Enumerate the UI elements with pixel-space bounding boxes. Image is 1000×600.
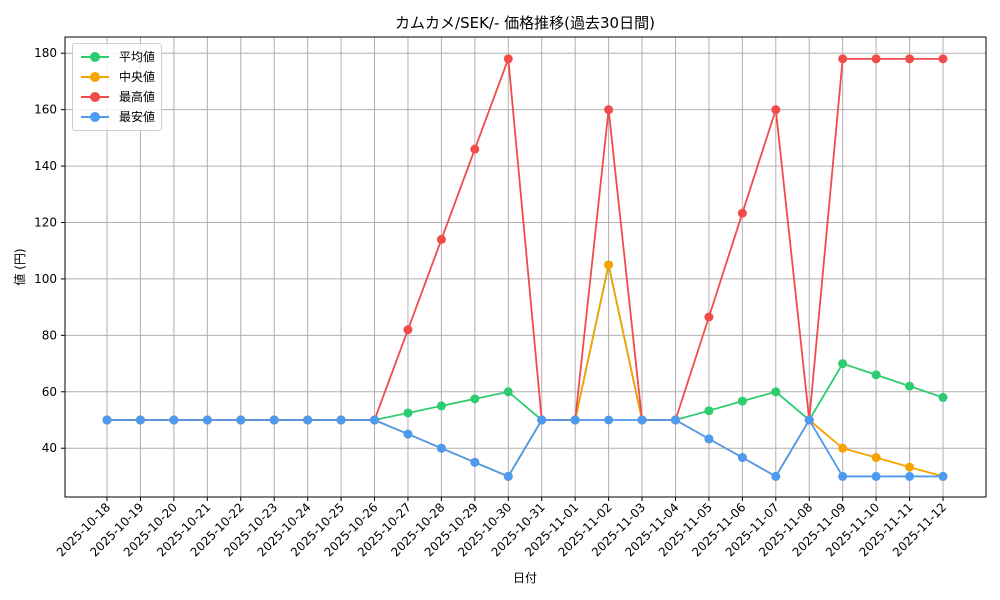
data-point [771, 471, 781, 481]
data-point [403, 408, 413, 418]
series-line [107, 418, 943, 478]
data-point [771, 105, 781, 115]
legend-label: 平均値 [119, 50, 156, 64]
data-point [503, 387, 513, 397]
y-tick-label: 100 [34, 272, 57, 286]
legend: 平均値中央値最高値最安値 [72, 43, 162, 131]
legend-label: 中央値 [119, 70, 156, 84]
data-point [403, 325, 413, 335]
legend-marker-icon [90, 72, 100, 82]
data-point [905, 54, 915, 64]
data-point [503, 54, 513, 64]
data-point [938, 471, 948, 481]
data-point [570, 415, 580, 425]
y-tick-label: 80 [42, 328, 57, 342]
series-line [107, 57, 943, 421]
chart-title: カムカメ/SEK/- 価格推移(過去30日間) [395, 14, 655, 32]
data-point [838, 359, 848, 369]
data-point [436, 401, 446, 411]
y-axis: 40 60 80 100 120 140 160 180 [34, 46, 65, 455]
data-point [436, 443, 446, 453]
data-point [303, 415, 313, 425]
data-point [838, 443, 848, 453]
series-line [107, 264, 944, 422]
legend-marker-icon [90, 112, 100, 122]
data-point [604, 260, 614, 270]
y-axis-label: 値 (円) [12, 248, 27, 285]
grid-lines [65, 37, 986, 497]
legend-label: 最安値 [119, 110, 156, 124]
series-line [107, 264, 944, 478]
data-point [704, 434, 714, 444]
data-point [938, 392, 948, 402]
data-point [871, 54, 881, 64]
legend-item: 最安値 [79, 108, 159, 126]
y-tick-label: 60 [42, 385, 57, 399]
y-tick-label: 160 [34, 103, 57, 117]
data-point [604, 105, 614, 115]
data-point [871, 370, 881, 380]
data-point [737, 208, 747, 218]
data-point [871, 453, 881, 463]
data-point [470, 457, 480, 467]
data-point [905, 462, 915, 472]
plot-frame [64, 36, 987, 498]
y-tick-label: 120 [34, 216, 57, 230]
data-point [436, 234, 446, 244]
x-axis-label: 日付 [513, 571, 537, 585]
legend-item: 平均値 [79, 48, 159, 66]
data-point [403, 429, 413, 439]
data-point [905, 381, 915, 391]
data-point [169, 415, 179, 425]
data-point [771, 387, 781, 397]
data-point [202, 415, 212, 425]
legend-label: 最高値 [119, 90, 156, 104]
data-point [236, 415, 246, 425]
series-lines [102, 54, 948, 481]
data-point [905, 471, 915, 481]
data-point [370, 415, 380, 425]
data-point [604, 415, 614, 425]
y-tick-label: 180 [34, 46, 57, 60]
data-point [838, 471, 848, 481]
data-point [704, 406, 714, 416]
y-tick-label: 140 [34, 159, 57, 173]
data-point [102, 415, 112, 425]
data-point [804, 415, 814, 425]
data-point [871, 471, 881, 481]
data-point [670, 415, 680, 425]
data-point [737, 396, 747, 406]
data-point [737, 453, 747, 463]
x-axis: 2025-10-182025-10-192025-10-202025-10-21… [54, 497, 949, 559]
data-point [135, 415, 145, 425]
data-point [470, 394, 480, 404]
data-point [637, 415, 647, 425]
data-point [336, 415, 346, 425]
legend-item: 中央値 [79, 68, 159, 86]
data-point [503, 471, 513, 481]
y-tick-label: 40 [42, 441, 57, 455]
data-point [938, 54, 948, 64]
legend-marker-icon [90, 92, 100, 102]
data-point [269, 415, 279, 425]
data-point [704, 312, 714, 322]
data-point [838, 54, 848, 64]
legend-item: 最高値 [79, 88, 159, 106]
data-point [470, 144, 480, 154]
data-point [537, 415, 547, 425]
legend-marker-icon [90, 52, 100, 62]
